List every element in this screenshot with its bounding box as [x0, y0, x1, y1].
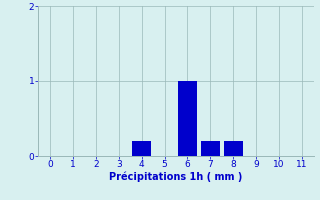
Bar: [178, 81, 197, 156]
Bar: [201, 141, 220, 156]
X-axis label: Précipitations 1h ( mm ): Précipitations 1h ( mm ): [109, 172, 243, 182]
Bar: [132, 141, 151, 156]
Bar: [224, 141, 243, 156]
